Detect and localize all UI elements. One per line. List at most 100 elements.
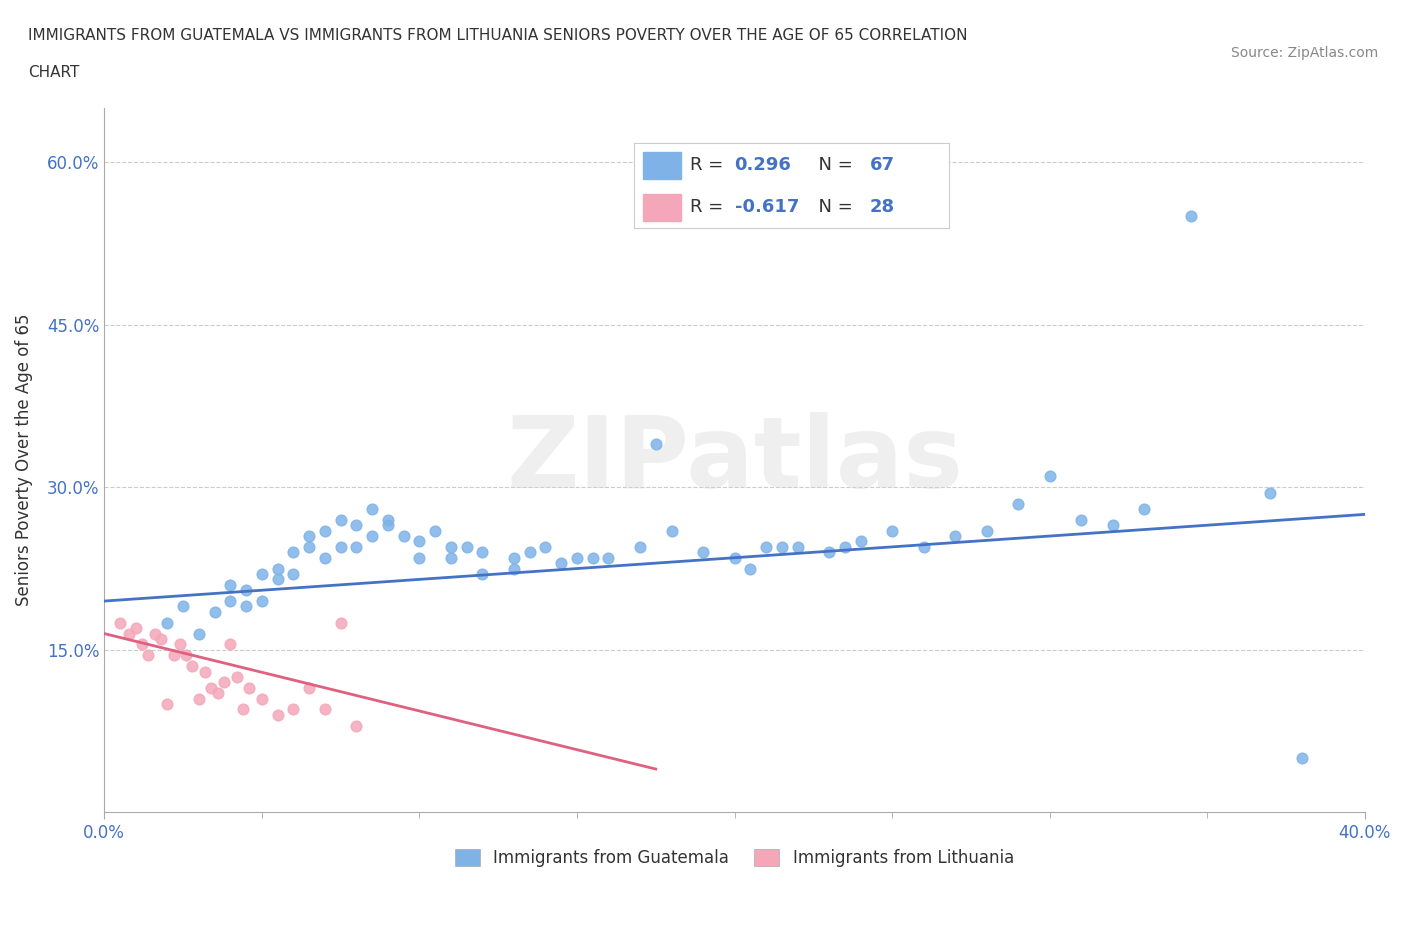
Point	[283, 566, 305, 581]
Point	[181, 658, 204, 673]
Point	[456, 539, 478, 554]
Point	[283, 545, 305, 560]
Point	[314, 551, 336, 565]
Point	[550, 556, 572, 571]
Point	[194, 664, 217, 679]
Text: CHART: CHART	[28, 65, 80, 80]
Point	[692, 545, 714, 560]
Point	[283, 702, 305, 717]
Point	[344, 518, 367, 533]
Point	[755, 539, 778, 554]
Point	[471, 545, 494, 560]
Point	[298, 681, 321, 696]
Point	[1039, 469, 1062, 484]
Point	[207, 685, 229, 700]
Point	[723, 551, 745, 565]
Point	[644, 436, 666, 451]
Point	[174, 648, 197, 663]
Point	[232, 702, 254, 717]
Point	[440, 551, 463, 565]
Point	[219, 593, 242, 608]
Point	[169, 637, 191, 652]
Point	[329, 616, 352, 631]
Point	[314, 524, 336, 538]
Point	[329, 512, 352, 527]
Text: IMMIGRANTS FROM GUATEMALA VS IMMIGRANTS FROM LITHUANIA SENIORS POVERTY OVER THE : IMMIGRANTS FROM GUATEMALA VS IMMIGRANTS …	[28, 28, 967, 43]
Point	[408, 551, 430, 565]
Point	[266, 708, 288, 723]
Point	[298, 528, 321, 543]
Point	[1101, 518, 1123, 533]
Point	[235, 599, 257, 614]
Text: ZIPatlas: ZIPatlas	[506, 412, 963, 509]
Point	[1180, 209, 1202, 224]
Point	[582, 551, 605, 565]
Point	[740, 561, 762, 576]
Point	[1070, 512, 1092, 527]
Point	[661, 524, 683, 538]
Point	[314, 702, 336, 717]
Point	[392, 528, 415, 543]
Point	[471, 566, 494, 581]
Point	[219, 578, 242, 592]
Point	[912, 539, 935, 554]
Point	[361, 501, 384, 516]
Point	[131, 637, 153, 652]
Point	[534, 539, 557, 554]
Point	[149, 631, 172, 646]
Point	[266, 572, 288, 587]
Point	[219, 637, 242, 652]
Point	[125, 620, 148, 635]
Text: Source: ZipAtlas.com: Source: ZipAtlas.com	[1230, 46, 1378, 60]
Point	[440, 539, 463, 554]
Legend: Immigrants from Guatemala, Immigrants from Lithuania: Immigrants from Guatemala, Immigrants fr…	[456, 849, 1014, 868]
Point	[250, 566, 273, 581]
Point	[408, 534, 430, 549]
Point	[162, 648, 184, 663]
Point	[298, 539, 321, 554]
Point	[143, 626, 166, 641]
Point	[628, 539, 651, 554]
Point	[250, 691, 273, 706]
Point	[1133, 501, 1156, 516]
Point	[235, 583, 257, 598]
Point	[344, 718, 367, 733]
Point	[1258, 485, 1281, 500]
Point	[156, 697, 179, 711]
Point	[266, 561, 288, 576]
Point	[200, 681, 222, 696]
Point	[187, 626, 209, 641]
Point	[156, 616, 179, 631]
Point	[138, 648, 160, 663]
Y-axis label: Seniors Poverty Over the Age of 65: Seniors Poverty Over the Age of 65	[15, 314, 32, 606]
Point	[818, 545, 841, 560]
Point	[598, 551, 620, 565]
Point	[976, 524, 998, 538]
Point	[880, 524, 903, 538]
Point	[503, 551, 526, 565]
Point	[250, 593, 273, 608]
Point	[503, 561, 526, 576]
Point	[519, 545, 541, 560]
Point	[361, 528, 384, 543]
Point	[187, 691, 209, 706]
Point	[565, 551, 588, 565]
Point	[786, 539, 808, 554]
Point	[225, 670, 247, 684]
Point	[344, 539, 367, 554]
Point	[1291, 751, 1313, 765]
Point	[172, 599, 194, 614]
Point	[849, 534, 872, 549]
Point	[377, 518, 399, 533]
Point	[118, 626, 141, 641]
Point	[1007, 496, 1029, 511]
Point	[377, 512, 399, 527]
Point	[423, 524, 446, 538]
Point	[204, 604, 226, 619]
Point	[108, 616, 131, 631]
Point	[212, 675, 235, 690]
Point	[943, 528, 966, 543]
Point	[834, 539, 856, 554]
Point	[238, 681, 260, 696]
Point	[329, 539, 352, 554]
